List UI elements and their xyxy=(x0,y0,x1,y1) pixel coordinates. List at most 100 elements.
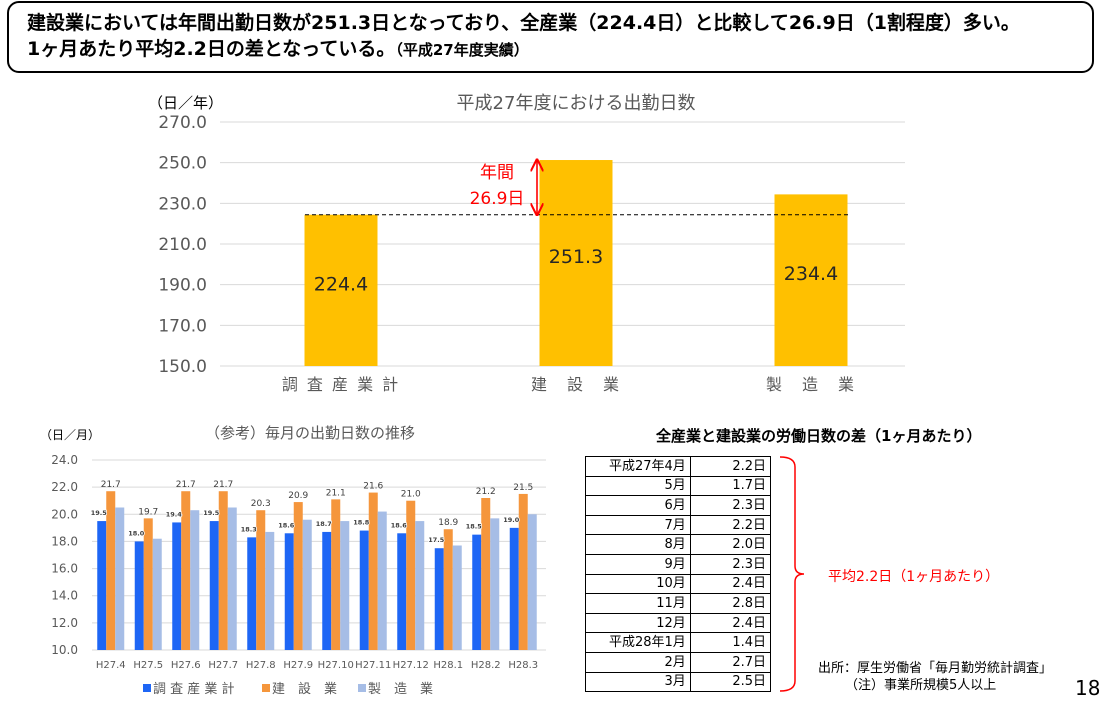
difference-cell: 2.2日 xyxy=(689,514,772,536)
annual-chart-y-tick-label: 150.0 xyxy=(158,357,207,377)
difference-cell: 2.2日 xyxy=(689,456,772,477)
monthly-x-axis-label: H27.6 xyxy=(171,660,201,671)
monthly-chart-y-tick-label: 12.0 xyxy=(51,616,78,630)
month-cell: 9月 xyxy=(585,553,691,575)
annual-chart-y-tick-label: 230.0 xyxy=(158,194,207,214)
month-cell: 3月 xyxy=(585,671,691,693)
monthly-bar-series-1 xyxy=(434,548,444,650)
monthly-chart-y-axis-label: （日／月） xyxy=(40,428,100,442)
monthly-bar-series-3 xyxy=(452,545,462,650)
monthly-bar-value-label: 21.7 xyxy=(176,480,196,490)
monthly-bar-series-2 xyxy=(518,493,528,650)
monthly-bar-value-label: 18.3 xyxy=(241,525,257,533)
monthly-bar-series-3 xyxy=(490,518,500,650)
monthly-bar-series-2 xyxy=(368,492,378,650)
monthly-x-axis-label: H28.1 xyxy=(433,660,463,671)
monthly-bar-value-label: 21.7 xyxy=(101,480,121,490)
monthly-chart-y-tick-label: 22.0 xyxy=(51,480,78,494)
table-row: 3月 2.5日 xyxy=(585,671,772,693)
annual-chart-title: 平成27年度における出勤日数 xyxy=(457,93,696,114)
monthly-bar-value-label: 19.0 xyxy=(503,516,520,524)
month-cell: 平成28年1月 xyxy=(585,632,691,653)
table-row: 2月 2.7日 xyxy=(585,651,772,673)
difference-cell: 2.3日 xyxy=(689,553,772,575)
diff-table-title: 全産業と建設業の労働日数の差（1ヶ月あたり） xyxy=(656,427,982,445)
annual-bar xyxy=(774,194,848,366)
monthly-x-axis-label: H27.7 xyxy=(208,660,238,671)
monthly-bar-value-label: 21.6 xyxy=(363,482,383,492)
table-row: 7月 2.2日 xyxy=(585,514,772,536)
annual-chart-y-tick-label: 190.0 xyxy=(158,276,207,296)
month-cell: 6月 xyxy=(585,495,691,516)
monthly-x-axis-label: H27.11 xyxy=(355,660,391,671)
annual-bar-value-label: 234.4 xyxy=(784,263,838,285)
legend-swatch xyxy=(358,684,366,692)
difference-cell: 1.4日 xyxy=(689,632,772,653)
annual-x-axis-label: 建 設 業 xyxy=(531,375,621,394)
source-note: （注）事業所規模5人以上 xyxy=(845,678,997,693)
monthly-bar-series-3 xyxy=(190,510,200,650)
monthly-bar-series-1 xyxy=(284,533,294,650)
monthly-bar-value-label: 19.7 xyxy=(138,507,158,517)
monthly-chart-y-tick-label: 16.0 xyxy=(51,562,78,576)
monthly-x-axis-label: H27.12 xyxy=(393,660,429,671)
monthly-bar-series-3 xyxy=(152,538,162,650)
monthly-bar-value-label: 17.5 xyxy=(428,536,445,544)
monthly-bar-value-label: 20.3 xyxy=(251,499,271,509)
month-cell: 8月 xyxy=(585,534,691,555)
monthly-bar-series-2 xyxy=(406,500,416,650)
monthly-chart-bars xyxy=(97,491,537,650)
legend-swatch xyxy=(262,684,270,692)
monthly-bar-value-label: 21.0 xyxy=(401,490,421,500)
legend-label: 建 設 業 xyxy=(272,681,337,697)
monthly-bar-value-label: 18.9 xyxy=(438,518,458,528)
monthly-difference-table: 平成27年4月 2.2日 5月 1.7日 6月 2.3日 7月 2.2日 8月 2.0日 … xyxy=(585,456,772,693)
summary-box: 建設業においては年間出勤日数が251.3日となっており、全産業（224.4日）と… xyxy=(7,1,1094,73)
month-cell: 5月 xyxy=(585,475,691,497)
monthly-bar-value-label: 18.6 xyxy=(391,521,408,529)
monthly-chart-y-ticks: 10.0 12.0 14.0 16.0 18.0 20.0 22.0 24.0 xyxy=(51,453,78,657)
monthly-bar-series-1 xyxy=(172,522,182,650)
legend-swatch xyxy=(143,684,151,692)
monthly-chart-title: （参考）毎月の出勤日数の推移 xyxy=(205,424,415,442)
monthly-bar-series-2 xyxy=(143,518,153,650)
table-row: 12月 2.4日 xyxy=(585,612,772,634)
monthly-bar-series-1 xyxy=(509,527,519,650)
monthly-bar-series-2 xyxy=(181,491,191,650)
monthly-bar-series-1 xyxy=(247,537,257,650)
monthly-bar-series-2 xyxy=(256,510,266,650)
monthly-chart-y-tick-label: 14.0 xyxy=(51,589,78,603)
summary-line-2: 1ヶ月あたり平均2.2日の差となっている。（平成27年度実績） xyxy=(27,36,1092,63)
monthly-chart-y-tick-label: 10.0 xyxy=(51,643,78,657)
monthly-chart-legend: 調 査 産 業 計建 設 業製 造 業 xyxy=(143,681,433,697)
difference-cell: 1.7日 xyxy=(689,475,772,497)
annual-bar xyxy=(304,214,378,366)
monthly-bar-series-3 xyxy=(115,507,125,650)
difference-annotation-line-1: 年間 xyxy=(480,163,514,183)
annual-chart-y-tick-label: 270.0 xyxy=(158,113,207,133)
monthly-chart-x-ticks: H27.4 H27.5 H27.6 H27.7 H27.8 H27.9 H27.10 H27.… xyxy=(96,660,538,671)
monthly-bar-series-1 xyxy=(134,541,144,650)
monthly-chart-y-tick-label: 24.0 xyxy=(51,453,78,467)
monthly-bar-value-label: 21.2 xyxy=(476,487,496,497)
difference-cell: 2.4日 xyxy=(689,612,772,634)
month-cell: 2月 xyxy=(585,651,691,673)
monthly-bar-value-label: 21.1 xyxy=(326,488,346,498)
table-row: 平成27年4月 2.2日 xyxy=(585,456,772,477)
source-citation: 出所：厚生労働省「毎月勤労統計調査」 xyxy=(818,661,1053,676)
summary-line-1: 建設業においては年間出勤日数が251.3日となっており、全産業（224.4日）と… xyxy=(27,12,1020,34)
difference-cell: 2.4日 xyxy=(689,573,772,595)
monthly-x-axis-label: H28.3 xyxy=(508,660,538,671)
annual-x-axis-label: 製 造 業 xyxy=(766,375,856,394)
month-cell: 10月 xyxy=(585,573,691,595)
table-row: 8月 2.0日 xyxy=(585,534,772,555)
annual-x-axis-label: 調 査 産 業 計 xyxy=(282,375,400,394)
monthly-bar-value-label: 18.8 xyxy=(353,519,370,527)
month-cell: 7月 xyxy=(585,514,691,536)
monthly-x-axis-label: H27.10 xyxy=(318,660,354,671)
monthly-days-chart: 10.0 12.0 14.0 16.0 18.0 20.0 22.0 24.0 H27.4 H2… xyxy=(40,424,546,697)
month-cell: 平成27年4月 xyxy=(585,456,691,477)
monthly-x-axis-label: H27.8 xyxy=(246,660,276,671)
monthly-bar-series-2 xyxy=(481,498,491,650)
monthly-bar-value-label: 18.7 xyxy=(316,520,332,528)
